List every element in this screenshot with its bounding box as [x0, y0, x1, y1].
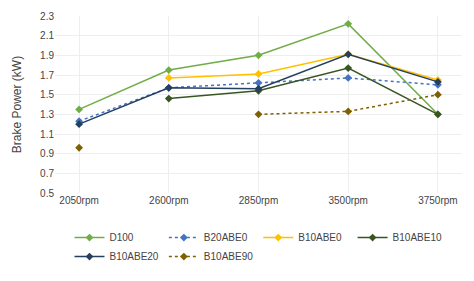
svg-text:2850rpm: 2850rpm — [239, 195, 278, 206]
svg-text:B10ABE90: B10ABE90 — [204, 251, 253, 262]
svg-text:1.9: 1.9 — [40, 50, 54, 61]
svg-text:2.3: 2.3 — [40, 11, 54, 22]
svg-text:3750rpm: 3750rpm — [418, 195, 457, 206]
svg-text:1.5: 1.5 — [40, 89, 54, 100]
svg-text:B20ABE0: B20ABE0 — [204, 232, 248, 243]
svg-text:Brake Power (kW): Brake Power (kW) — [10, 56, 24, 153]
svg-text:3500rpm: 3500rpm — [328, 195, 367, 206]
svg-text:2050rpm: 2050rpm — [59, 195, 98, 206]
svg-text:0.5: 0.5 — [40, 188, 54, 199]
svg-text:B10ABE0: B10ABE0 — [298, 232, 342, 243]
svg-text:1.3: 1.3 — [40, 109, 54, 120]
svg-text:0.9: 0.9 — [40, 148, 54, 159]
svg-text:1.7: 1.7 — [40, 70, 54, 81]
svg-text:2600rpm: 2600rpm — [149, 195, 188, 206]
svg-text:0.7: 0.7 — [40, 168, 54, 179]
svg-text:B10ABE20: B10ABE20 — [110, 251, 159, 262]
svg-text:2.1: 2.1 — [40, 30, 54, 41]
svg-text:B10ABE10: B10ABE10 — [393, 232, 442, 243]
svg-text:D100: D100 — [110, 232, 134, 243]
svg-text:1.1: 1.1 — [40, 129, 54, 140]
